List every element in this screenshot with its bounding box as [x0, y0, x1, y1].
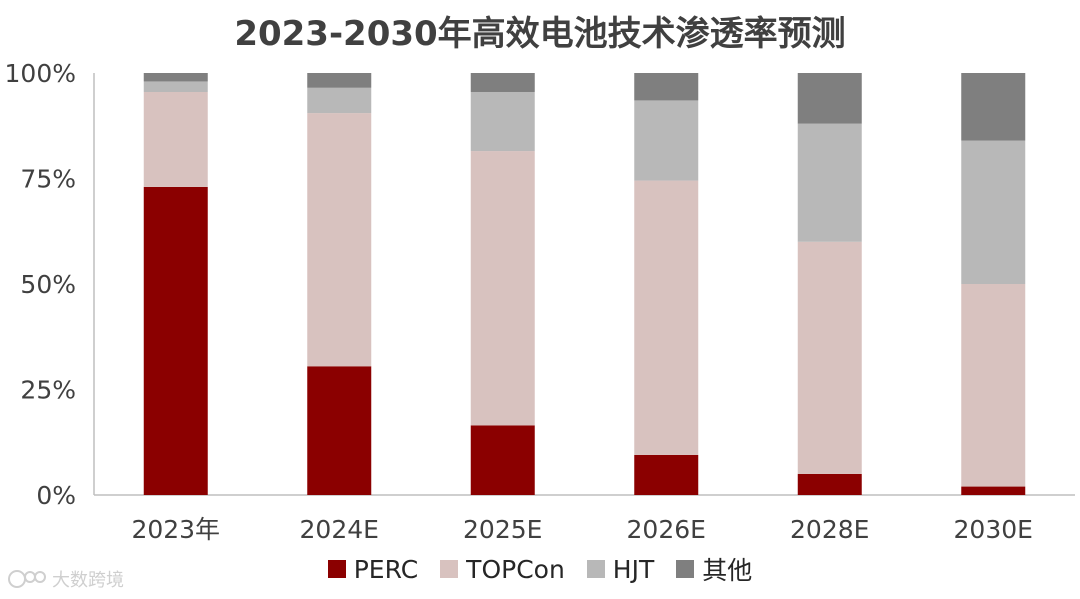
- legend-label: PERC: [353, 554, 419, 584]
- x-tick-label: 2023年: [131, 515, 220, 544]
- legend-label: TOPCon: [466, 554, 565, 584]
- x-tick-label: 2026E: [627, 515, 706, 544]
- chart-title: 2023-2030年高效电池技术渗透率预测: [234, 14, 846, 54]
- bar-segment-其他: [961, 73, 1026, 141]
- bar-segment-perc: [470, 425, 535, 495]
- x-tick-label: 2025E: [463, 515, 542, 544]
- bar-segment-hjt: [470, 91, 535, 152]
- x-tick-label: 2028E: [790, 515, 869, 544]
- legend-swatch: [586, 560, 605, 578]
- bar-segment-其他: [634, 73, 699, 101]
- watermark-text: 大数跨境: [52, 570, 124, 591]
- y-tick-label: 50%: [20, 270, 76, 299]
- bar-segment-hjt: [307, 87, 372, 114]
- legend-label: 其他: [702, 556, 753, 585]
- x-tick-label: 2024E: [300, 515, 379, 544]
- bar-segment-hjt: [961, 140, 1026, 284]
- legend-swatch: [327, 560, 346, 578]
- y-tick-label: 25%: [20, 376, 76, 405]
- bar-segment-perc: [143, 186, 208, 495]
- legend-swatch: [440, 560, 459, 578]
- y-tick-label: 75%: [20, 165, 76, 194]
- legend-item: 其他: [676, 551, 752, 587]
- bar-segment-hjt: [143, 81, 208, 92]
- y-tick-label: 0%: [36, 481, 76, 510]
- watermark: 大数跨境: [8, 566, 124, 592]
- bar-segment-hjt: [797, 123, 862, 242]
- legend-item: HJT: [586, 554, 655, 584]
- bar-segment-topcon: [634, 180, 699, 455]
- legend-item: TOPCon: [440, 555, 565, 584]
- bar-segment-perc: [634, 454, 699, 495]
- legend: PERC TOPCon HJT 其他: [0, 553, 1080, 585]
- y-tick-label: 100%: [5, 59, 76, 88]
- bar-segment-topcon: [961, 284, 1026, 487]
- bar-segment-perc: [797, 473, 862, 495]
- legend-swatch: [676, 560, 695, 578]
- legend-label: HJT: [612, 554, 655, 584]
- bar-segment-perc: [307, 366, 372, 495]
- bar-segment-其他: [797, 73, 862, 124]
- bar-segment-topcon: [143, 91, 208, 187]
- x-tick-label: 2030E: [954, 515, 1033, 544]
- bar-segment-其他: [143, 73, 208, 82]
- bar-segment-topcon: [797, 241, 862, 474]
- bar-segment-其他: [470, 73, 535, 92]
- bar-segment-topcon: [470, 151, 535, 426]
- bar-segment-hjt: [634, 100, 699, 181]
- logo-icon: [8, 570, 46, 588]
- legend-item: PERC: [327, 554, 419, 584]
- bar-segment-其他: [307, 73, 372, 88]
- bar-segment-topcon: [307, 113, 372, 367]
- bar-segment-perc: [961, 486, 1026, 495]
